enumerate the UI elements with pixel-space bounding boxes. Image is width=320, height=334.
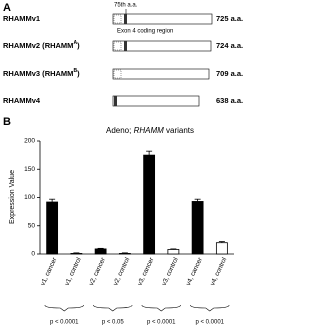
paren: (	[40, 69, 45, 78]
p-value: p < 0.05	[102, 320, 125, 326]
x-tick-label: v3, cancer	[136, 256, 155, 287]
y-tick-label: 100	[24, 194, 35, 201]
comparison-bracket	[93, 304, 133, 312]
variant-alias: RHAMM	[45, 69, 74, 78]
variant-name: RHAMMv2 (RHAMMA)	[3, 40, 80, 50]
variant-length: 725 a.a.	[216, 14, 243, 23]
protein-box	[112, 68, 210, 80]
panel-label: A	[3, 2, 11, 14]
variant-name: RHAMMv4	[3, 96, 41, 105]
bar	[94, 248, 107, 255]
protein-box	[112, 40, 212, 52]
variant-length: 638 a.a.	[216, 96, 243, 105]
exon4-band	[124, 41, 127, 51]
figure: A 75th a.a. Exon 4 coding region B Adeno…	[3, 2, 243, 326]
x-tick-label: v2, control	[112, 256, 131, 287]
chart-title: Adeno; RHAMM variants	[106, 126, 194, 135]
dotted-region	[113, 69, 122, 79]
bar	[167, 249, 180, 255]
x-tick-label: v1, control	[64, 256, 83, 287]
bar	[118, 253, 131, 255]
comparison-bracket	[190, 304, 230, 312]
x-tick-label: v2, cancer	[88, 256, 107, 287]
y-tick-label: 50	[28, 222, 36, 229]
protein-box	[112, 95, 200, 107]
bar	[191, 201, 204, 255]
bar	[46, 201, 59, 255]
variant-name-text: RHAMMv4	[3, 96, 41, 105]
variant-name: RHAMMv1	[3, 14, 40, 23]
title-part: Adeno;	[106, 126, 134, 135]
bar	[215, 242, 228, 255]
variant-name-text: RHAMMv2	[3, 41, 40, 50]
y-tick-label: 0	[31, 251, 35, 258]
y-axis-label: Expression Value	[9, 170, 16, 224]
p-value: p < 0.0001	[195, 320, 224, 326]
variant-length: 724 a.a.	[216, 41, 243, 50]
variant-name: RHAMMv3 (RHAMMB)	[3, 68, 80, 78]
panel-label: B	[3, 116, 11, 128]
dotted-region	[113, 14, 122, 24]
variant-length: 709 a.a.	[216, 69, 243, 78]
paren: )	[77, 69, 80, 78]
title-part: RHAMM	[134, 126, 165, 135]
bar	[143, 154, 156, 255]
p-value: p < 0.0001	[147, 320, 176, 326]
variant-name-text: RHAMMv1	[3, 14, 40, 23]
dotted-region	[113, 41, 122, 51]
region-label: Exon 4 coding region	[117, 29, 173, 35]
bar	[70, 253, 83, 255]
exon4-band	[124, 14, 127, 24]
comparison-bracket	[44, 304, 84, 312]
protein-box	[112, 13, 213, 25]
x-tick-label: v4, control	[209, 256, 228, 287]
paren: )	[77, 41, 80, 50]
exon4-band	[114, 96, 117, 106]
comparison-bracket	[141, 304, 181, 312]
title-part: variants	[164, 126, 194, 135]
variant-alias-sup: B	[73, 68, 77, 74]
variant-name-text: RHAMMv3	[3, 69, 40, 78]
y-tick-label: 200	[24, 138, 35, 145]
p-value: p < 0.0001	[50, 320, 79, 326]
y-tick-label: 150	[24, 166, 35, 173]
variant-alias-sup: A	[73, 40, 77, 46]
variant-alias: RHAMM	[45, 41, 74, 50]
marker-label: 75th a.a.	[114, 3, 138, 9]
x-tick-label: v3, control	[161, 256, 180, 287]
x-tick-label: v4, cancer	[185, 256, 204, 287]
x-tick-label: v1, cancer	[39, 256, 58, 287]
paren: (	[40, 41, 45, 50]
